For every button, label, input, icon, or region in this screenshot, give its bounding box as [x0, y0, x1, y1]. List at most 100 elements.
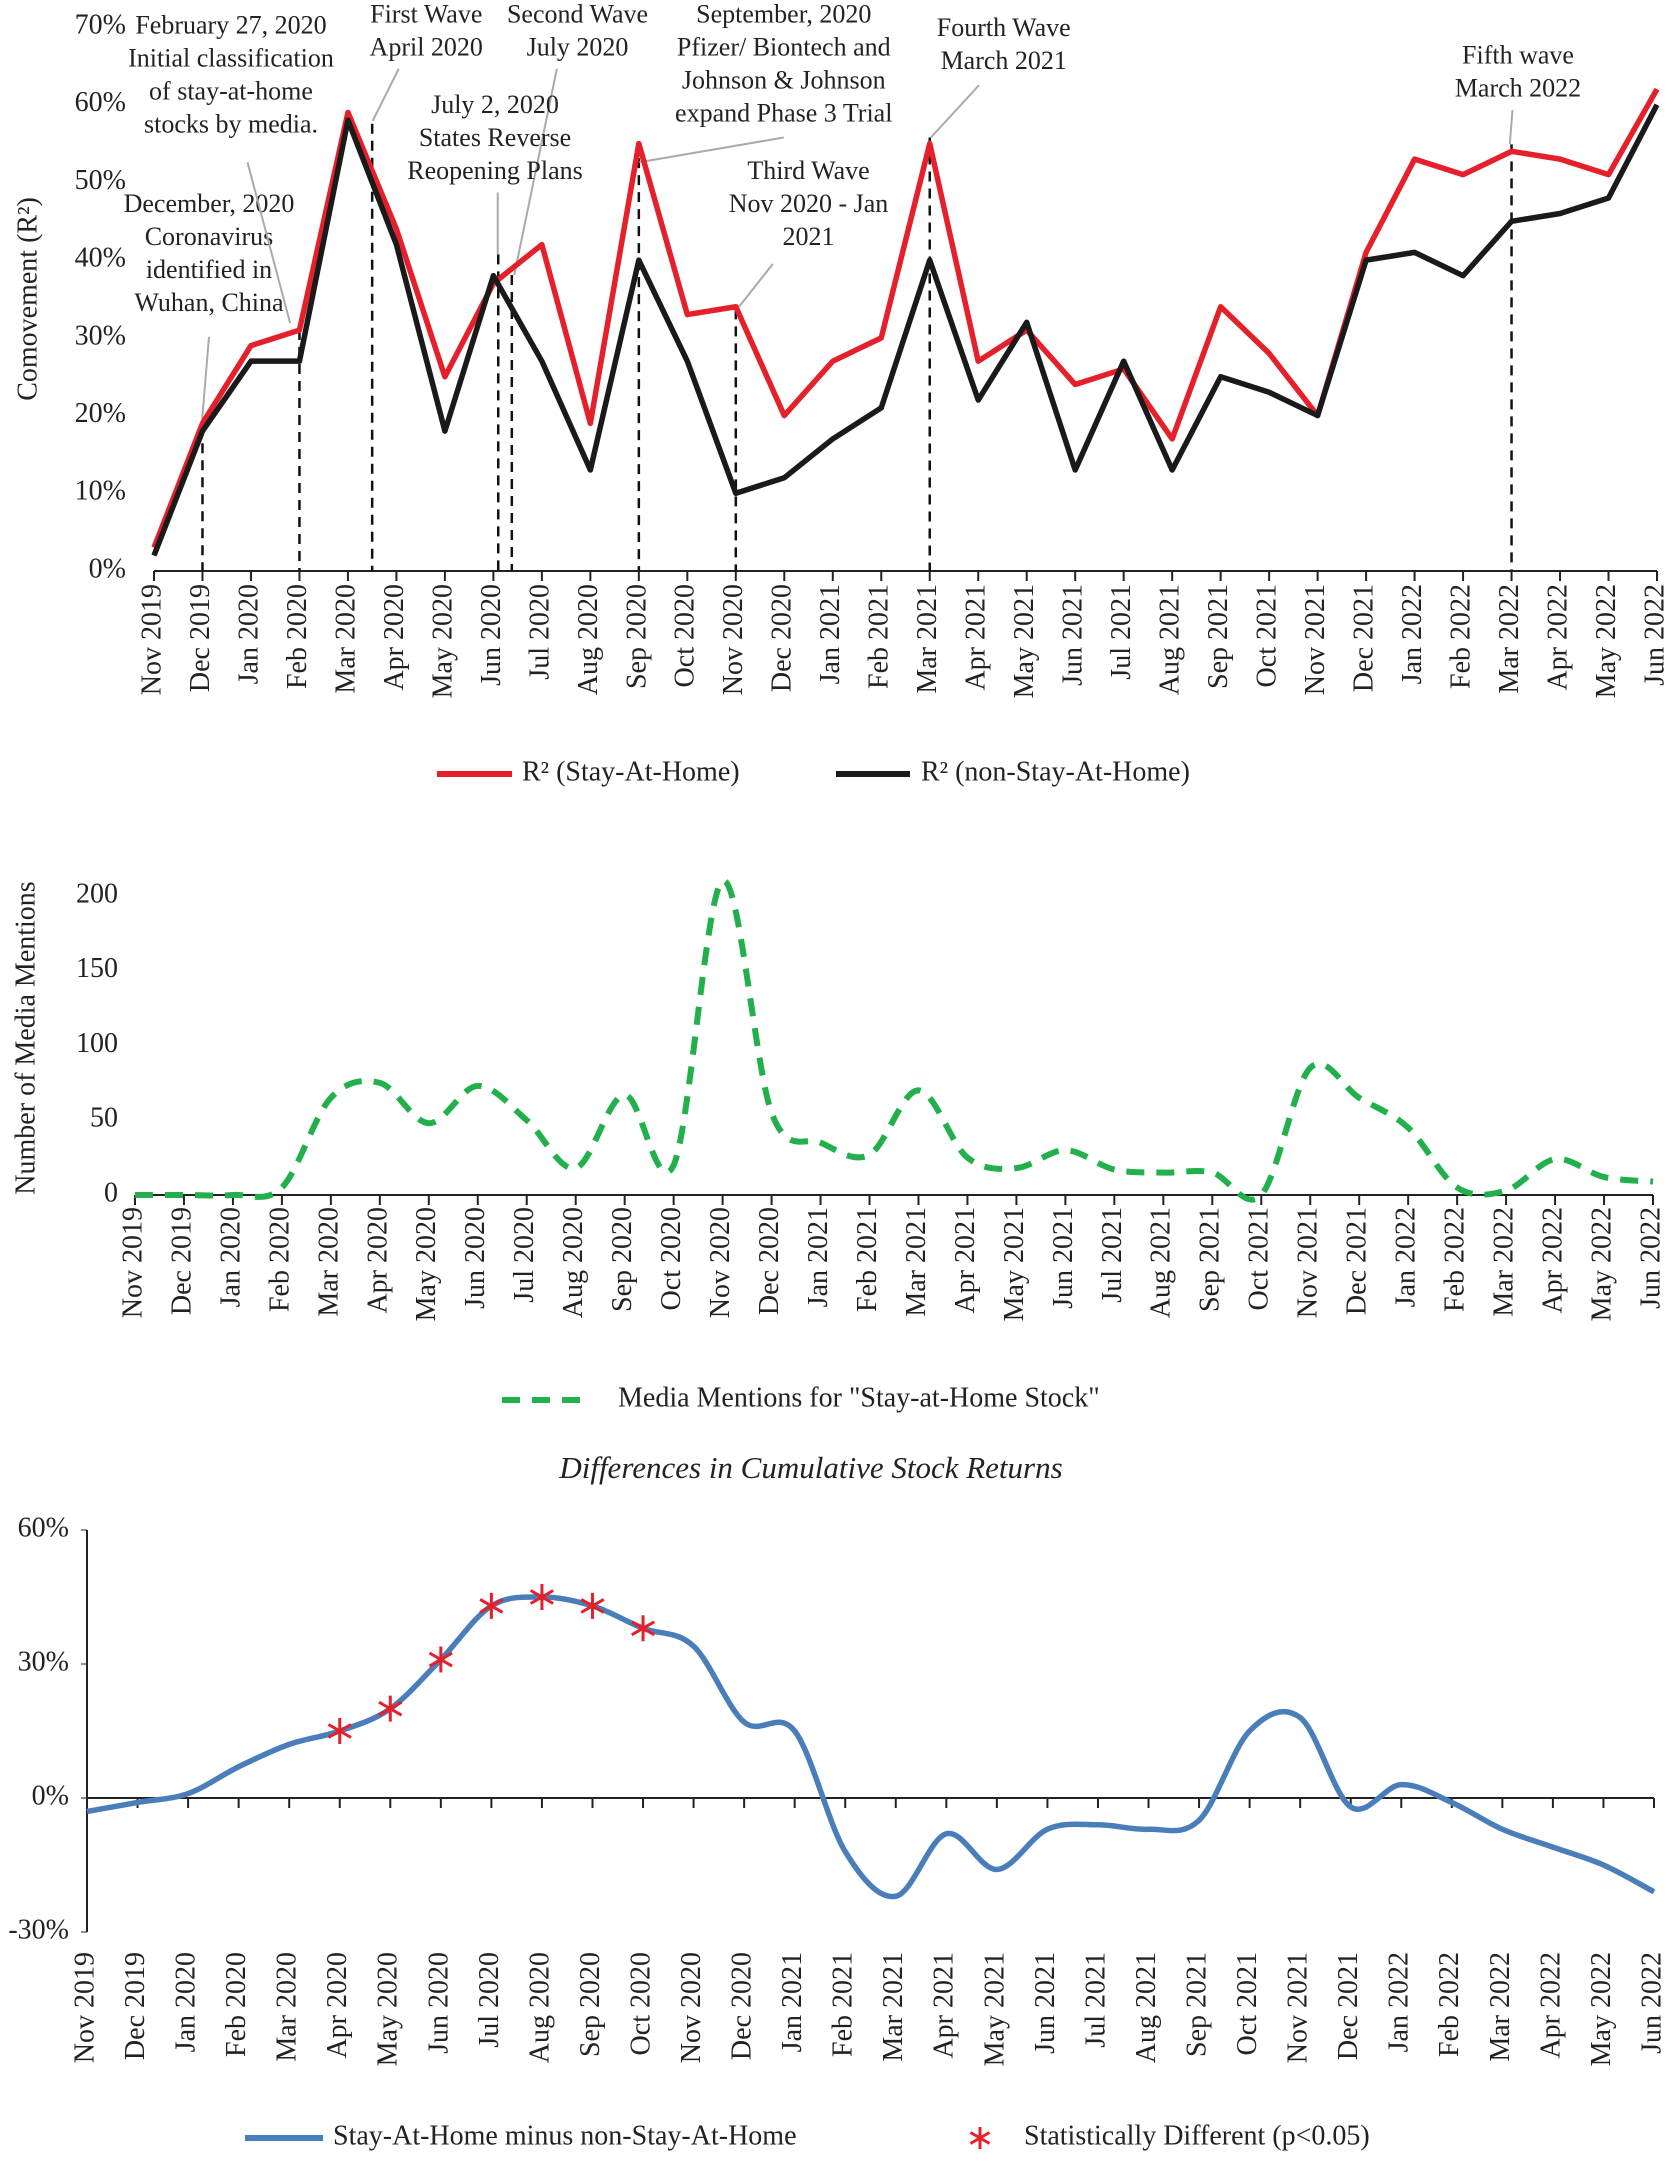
x-tick-label: Oct 2021 [1232, 1952, 1263, 2055]
y-tick-label: 20% [75, 398, 126, 429]
x-tick-label: Jun 2021 [1048, 1207, 1079, 1309]
marker [580, 1592, 605, 1619]
x-tick-label: Aug 2020 [573, 584, 604, 695]
legend-label: R² (non-Stay-At-Home) [921, 756, 1190, 787]
x-tick-label: Dec 2019 [120, 1952, 151, 2060]
x-tick-label: Apr 2021 [950, 1207, 981, 1314]
annotation-text: States Reverse [419, 123, 571, 152]
annotation-text: February 27, 2020 [135, 10, 326, 39]
y-tick-label: 10% [75, 476, 126, 507]
x-tick-label: Apr 2020 [362, 1207, 393, 1314]
x-tick-label: Apr 2020 [322, 1952, 353, 2059]
x-tick-label: Mar 2021 [912, 584, 943, 694]
marker [529, 1584, 554, 1610]
x-tick-label: Aug 2021 [1146, 1207, 1177, 1318]
y-tick-label: 200 [76, 878, 118, 909]
x-tick-label: May 2020 [411, 1207, 442, 1321]
x-tick-label: Mar 2020 [330, 584, 361, 694]
y-tick-label: 40% [75, 243, 126, 274]
x-tick-label: Dec 2021 [1349, 584, 1380, 692]
x-tick-label: Sep 2021 [1181, 1952, 1212, 2057]
x-tick-label: Dec 2019 [185, 584, 216, 692]
x-tick-label: Jun 2022 [1635, 1207, 1666, 1309]
x-tick-label: Jan 2020 [215, 1207, 246, 1307]
x-tick-label: Aug 2021 [1131, 1952, 1162, 2063]
x-tick-label: Sep 2021 [1203, 584, 1234, 689]
x-tick-label: Nov 2020 [705, 1207, 736, 1318]
x-tick-label: Dec 2020 [767, 584, 798, 692]
x-tick-label: Nov 2020 [676, 1952, 707, 2063]
x-tick-label: May 2022 [1586, 1207, 1617, 1321]
y-axis-label: Number of Media Mentions [10, 881, 41, 1194]
annotation-text: 2021 [783, 222, 835, 251]
annotation-text: December, 2020 [124, 189, 295, 218]
x-tick-label: Feb 2021 [828, 1952, 859, 2057]
series-line [151, 103, 1660, 557]
annotation-leader [513, 68, 558, 276]
x-tick-label: May 2021 [1009, 584, 1040, 698]
x-tick-label: Nov 2019 [69, 1952, 100, 2063]
x-tick-label: Apr 2022 [1537, 1207, 1568, 1314]
x-tick-label: Aug 2021 [1155, 584, 1186, 695]
x-tick-label: Feb 2020 [221, 1952, 252, 2057]
x-tick-label: Feb 2020 [264, 1207, 295, 1312]
x-tick-label: May 2020 [427, 584, 458, 698]
x-tick-label: Jul 2021 [1106, 584, 1137, 680]
x-tick-label: Jun 2020 [476, 584, 507, 686]
x-tick-label: Oct 2021 [1244, 1207, 1275, 1310]
annotation-text: April 2020 [370, 32, 483, 61]
x-tick-label: Feb 2021 [852, 1207, 883, 1312]
x-tick-label: Apr 2021 [929, 1952, 960, 2059]
x-tick-label: Nov 2021 [1293, 1207, 1324, 1318]
y-tick-label: 150 [76, 953, 118, 984]
y-tick-label: 60% [75, 87, 126, 118]
x-tick-label: Jan 2021 [803, 1207, 834, 1307]
annotation-leader [201, 336, 210, 420]
x-tick-label: Jun 2021 [1058, 584, 1089, 686]
x-tick-label: May 2021 [979, 1952, 1010, 2066]
x-tick-label: Jul 2020 [524, 584, 555, 680]
annotation-text: Second Wave [507, 0, 648, 28]
annotation-text: September, 2020 [696, 0, 871, 28]
x-tick-label: Jun 2022 [1639, 584, 1670, 686]
x-tick-label: Nov 2019 [117, 1207, 148, 1318]
annotation-text: First Wave [370, 0, 482, 28]
x-tick-label: Jul 2020 [474, 1952, 505, 2048]
annotation-text: Nov 2020 - Jan [729, 189, 889, 218]
x-tick-label: Mar 2022 [1485, 1952, 1516, 2062]
x-tick-label: Jun 2020 [423, 1952, 454, 2054]
annotation-text: identified in [146, 255, 272, 284]
series-line [86, 1594, 1656, 1900]
x-tick-label: Jan 2021 [777, 1952, 808, 2052]
x-tick-label: May 2022 [1591, 584, 1622, 698]
x-tick-label: Jul 2021 [1097, 1207, 1128, 1303]
x-tick-label: Nov 2020 [718, 584, 749, 695]
x-tick-label: Mar 2020 [272, 1952, 303, 2062]
x-tick-label: Dec 2021 [1333, 1952, 1364, 2060]
y-tick-label: 0 [104, 1177, 118, 1208]
y-tick-label: 0% [89, 553, 126, 584]
marker [428, 1646, 453, 1673]
x-tick-label: Jul 2021 [1080, 1952, 1111, 2048]
x-tick-label: Mar 2020 [313, 1207, 344, 1317]
x-tick-label: Mar 2022 [1489, 1207, 1520, 1317]
x-tick-label: Nov 2021 [1300, 584, 1331, 695]
x-tick-label: Aug 2020 [524, 1952, 555, 2063]
annotation-text: expand Phase 3 Trial [675, 98, 892, 127]
x-tick-label: Oct 2020 [670, 584, 701, 687]
x-tick-label: Apr 2022 [1535, 1952, 1566, 2059]
y-axis-label: Comovement (R²) [12, 197, 43, 401]
annotation-leader [246, 161, 292, 324]
x-tick-label: Jun 2022 [1636, 1952, 1667, 2054]
y-tick-label: 50 [90, 1103, 118, 1134]
annotation-text: Johnson & Johnson [682, 65, 886, 94]
y-tick-label: 100 [76, 1028, 118, 1059]
annotation-leader [371, 68, 400, 122]
x-tick-label: Oct 2021 [1252, 584, 1283, 687]
x-tick-label: Jun 2020 [460, 1207, 491, 1309]
x-tick-label: Dec 2021 [1342, 1207, 1373, 1315]
x-tick-label: Mar 2022 [1494, 584, 1525, 694]
x-tick-label: Sep 2020 [575, 1952, 606, 2057]
x-tick-label: May 2020 [373, 1952, 404, 2066]
